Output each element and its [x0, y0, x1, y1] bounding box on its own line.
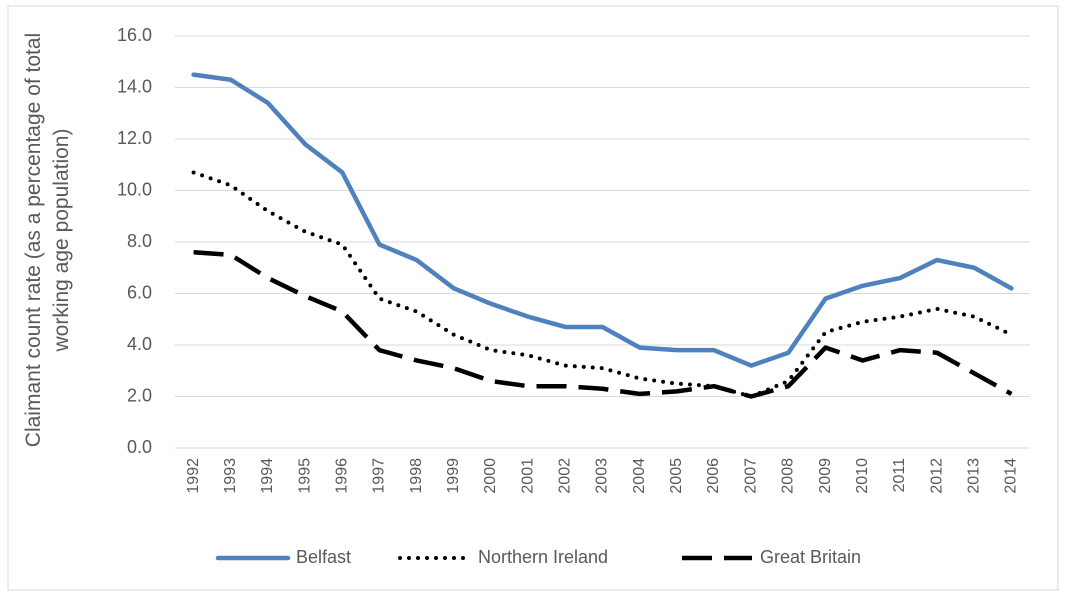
series-line	[191, 72, 1014, 368]
legend-label: Belfast	[296, 547, 351, 567]
chart-border	[7, 5, 1059, 591]
y-tick-label: 4.0	[127, 334, 152, 354]
y-axis-label: Claimant count rate (as a percentage of …	[22, 32, 73, 448]
series-line	[193, 250, 1013, 399]
x-tick-label: 2009	[817, 458, 834, 494]
y-tick-label: 14.0	[117, 76, 152, 96]
y-tick-label: 0.0	[127, 437, 152, 457]
x-tick-label: 2001	[519, 458, 536, 494]
y-tick-label: 8.0	[127, 231, 152, 251]
x-tick-label: 2000	[482, 458, 499, 494]
x-tick-label: 1997	[371, 458, 388, 494]
x-tick-label: 2004	[631, 458, 648, 494]
y-tick-label: 16.0	[117, 25, 152, 45]
x-tick-label: 2013	[965, 458, 982, 494]
x-tick-label: 1992	[185, 458, 202, 494]
legend-label: Great Britain	[760, 547, 861, 567]
x-tick-label: 2014	[1003, 458, 1020, 494]
legend-label: Northern Ireland	[478, 547, 608, 567]
x-tick-label: 2007	[742, 458, 759, 494]
series-line	[191, 170, 1014, 399]
x-tick-label: 2010	[854, 458, 871, 494]
y-tick-label: 12.0	[117, 128, 152, 148]
y-tick-label: 6.0	[127, 282, 152, 302]
x-tick-label: 1996	[334, 458, 351, 494]
x-tick-label: 2006	[705, 458, 722, 494]
x-tick-label: 1993	[222, 458, 239, 494]
y-tick-label: 2.0	[127, 385, 152, 405]
x-tick-label: 2002	[557, 458, 574, 494]
x-tick-label: 1998	[408, 458, 425, 494]
x-tick-label: 1995	[296, 458, 313, 494]
x-tick-label: 1994	[259, 458, 276, 494]
y-tick-label: 10.0	[117, 179, 152, 199]
x-tick-label: 2005	[668, 458, 685, 494]
x-tick-label: 2003	[594, 458, 611, 494]
x-tick-label: 2008	[780, 458, 797, 494]
x-tick-label: 1999	[445, 458, 462, 494]
x-tick-label: 2011	[891, 458, 908, 493]
x-tick-label: 2012	[928, 458, 945, 494]
